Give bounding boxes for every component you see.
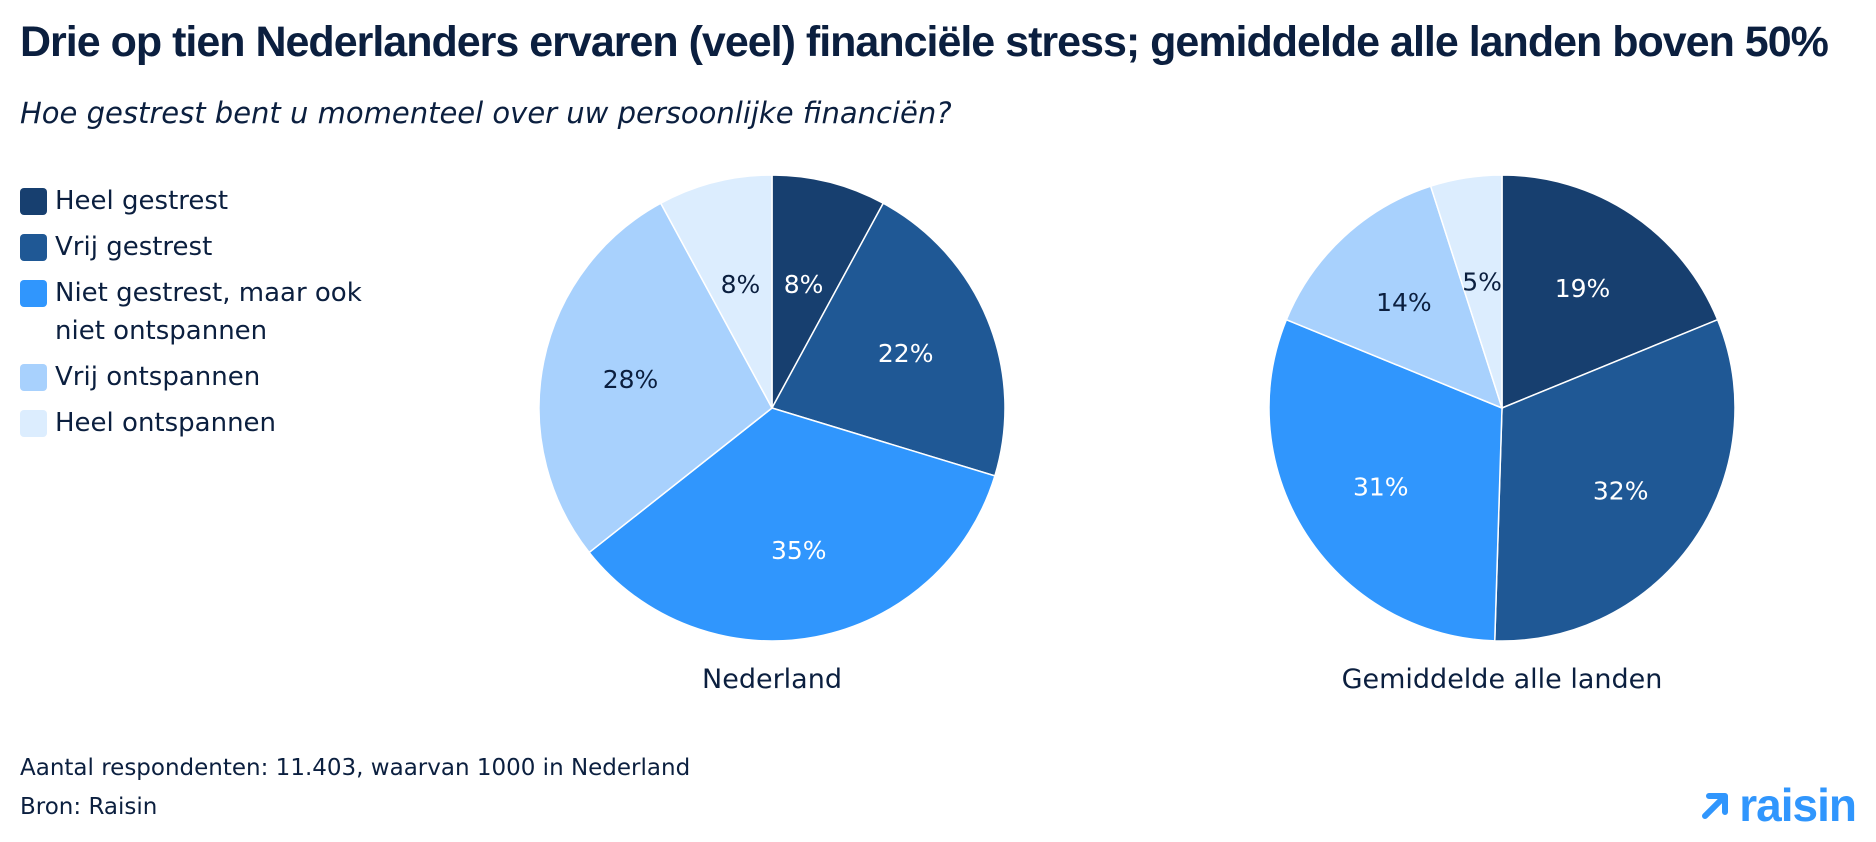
raisin-logo: raisin — [1699, 778, 1857, 832]
pie-slice — [1501, 174, 1719, 410]
legend-item-heel-gestrest: Heel gestrest — [20, 182, 385, 220]
footer-source: Bron: Raisin — [20, 794, 158, 820]
pie-caption-gemiddelde: Gemiddelde alle landen — [1342, 664, 1663, 695]
pie-gemiddelde-alle-landen: 19% 32% 31% 14% 5% — [1268, 174, 1736, 642]
pie-slice — [538, 202, 773, 554]
chart-title: Drie op tien Nederlanders ervaren (veel)… — [20, 18, 1829, 66]
slice-label: 8% — [784, 270, 824, 299]
legend-label: Vrij ontspannen — [55, 362, 261, 392]
legend-swatch — [20, 234, 47, 261]
logo-text: raisin — [1739, 779, 1857, 831]
slice-label: 8% — [721, 270, 761, 299]
legend-item-vrij-ontspannen: Vrij ontspannen — [20, 358, 385, 396]
legend-swatch — [20, 280, 47, 307]
pie-slice — [1268, 318, 1503, 642]
arrow-up-right-icon — [1702, 793, 1729, 819]
legend-label: Heel ontspannen — [55, 408, 277, 438]
pie-nederland: 8% 22% 35% 28% 8% — [538, 174, 1006, 642]
slice-label: 5% — [1462, 267, 1502, 296]
pie-slice — [659, 174, 773, 409]
chart-subtitle: Hoe gestrest bent u momenteel over uw pe… — [20, 96, 952, 130]
legend: Heel gestrest Vrij gestrest Niet gestres… — [20, 182, 385, 450]
legend-item-vrij-gestrest: Vrij gestrest — [20, 228, 385, 266]
pie-slice — [770, 202, 1006, 477]
legend-swatch — [20, 188, 47, 215]
legend-item-heel-ontspannen: Heel ontspannen — [20, 404, 385, 442]
slice-label: 31% — [1353, 473, 1409, 502]
slice-label: 32% — [1593, 476, 1649, 505]
pie-slice — [1429, 174, 1503, 409]
slice-label: 35% — [771, 536, 827, 565]
legend-item-niet-gestrest: Niet gestrest, maar ook niet ontspannen — [20, 274, 385, 350]
slice-label: 19% — [1555, 274, 1611, 303]
pie-slice — [771, 174, 885, 409]
legend-swatch — [20, 410, 47, 437]
pie-caption-nederland: Nederland — [702, 664, 842, 695]
legend-swatch — [20, 364, 47, 391]
slice-label: 28% — [603, 365, 659, 394]
pie-slice — [1493, 318, 1736, 642]
slice-label: 14% — [1376, 288, 1432, 317]
slice-label: 22% — [878, 339, 934, 368]
pie-slice — [588, 407, 996, 642]
legend-label: Vrij gestrest — [55, 232, 213, 262]
legend-label: Heel gestrest — [55, 186, 229, 216]
legend-label: Niet gestrest, maar ook niet ontspannen — [55, 278, 362, 346]
footer-respondents: Aantal respondenten: 11.403, waarvan 100… — [20, 755, 691, 781]
